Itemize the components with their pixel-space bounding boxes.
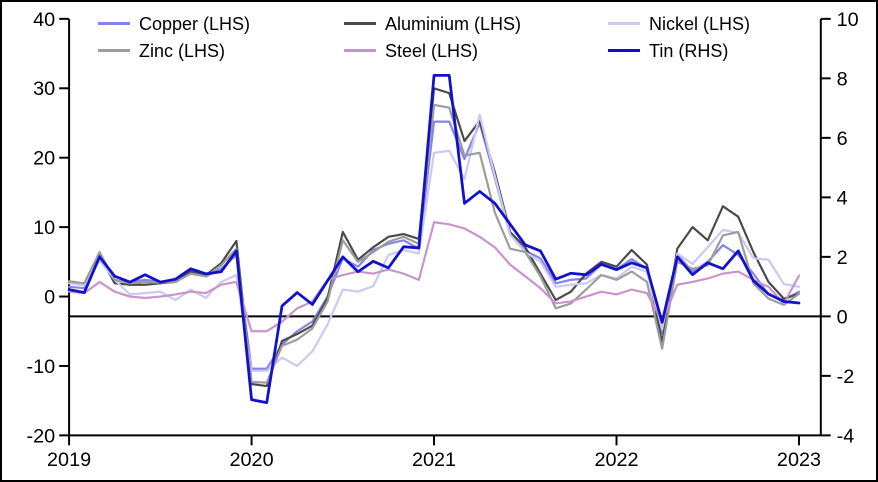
- left-axis-tick-label: 0: [44, 286, 55, 308]
- legend-swatch-nickel: [608, 22, 640, 25]
- legend-item-steel: Steel (LHS): [344, 42, 608, 60]
- legend-label-tin: Tin (RHS): [649, 40, 729, 61]
- left-axis-tick-label: 10: [33, 217, 55, 239]
- legend-item-copper: Copper (LHS): [98, 15, 344, 33]
- series-line-zinc: [68, 103, 801, 384]
- legend-label-zinc: Zinc (LHS): [139, 40, 226, 61]
- x-axis-tick-label: 2023: [777, 449, 821, 471]
- legend-label-aluminium: Aluminium (LHS): [385, 13, 522, 34]
- legend-item-aluminium: Aluminium (LHS): [344, 15, 608, 33]
- left-axis-tick-label: -10: [27, 356, 56, 378]
- series-line-steel: [68, 221, 801, 333]
- right-axis-tick-label: 2: [837, 247, 848, 269]
- legend-swatch-tin: [608, 49, 640, 52]
- series-line-nickel: [68, 113, 801, 372]
- right-axis-tick-label: 0: [837, 306, 848, 328]
- right-axis-tick-label: 4: [837, 187, 848, 209]
- left-axis-tick-label: 30: [33, 78, 55, 100]
- series-line-tin: [67, 73, 801, 405]
- right-axis-tick-label: -2: [837, 366, 855, 388]
- left-axis-tick-label: 40: [33, 9, 55, 31]
- legend-swatch-copper: [98, 22, 130, 25]
- right-axis-tick-label: 8: [837, 68, 848, 90]
- x-axis-tick-label: 2020: [230, 449, 274, 471]
- right-axis-tick-label: 10: [837, 9, 859, 31]
- left-axis-tick-label: 20: [33, 148, 55, 170]
- legend-swatch-steel: [344, 49, 376, 52]
- series-line-aluminium: [68, 87, 801, 388]
- right-axis-tick-label: -4: [837, 425, 855, 447]
- legend-item-nickel: Nickel (LHS): [608, 15, 750, 33]
- legend-label-steel: Steel (LHS): [385, 40, 479, 61]
- x-axis-tick-label: 2019: [47, 449, 91, 471]
- legend-item-tin: Tin (RHS): [608, 42, 750, 60]
- legend-label-nickel: Nickel (LHS): [649, 13, 751, 34]
- legend-label-copper: Copper (LHS): [139, 13, 251, 34]
- legend-item-zinc: Zinc (LHS): [98, 42, 344, 60]
- legend-swatch-zinc: [98, 49, 130, 52]
- legend: Copper (LHS) Aluminium (LHS) Nickel (LHS…: [98, 10, 750, 64]
- x-axis-tick-label: 2022: [594, 449, 638, 471]
- right-axis-tick-label: 6: [837, 128, 848, 150]
- left-axis-tick-label: -20: [27, 425, 56, 447]
- x-axis-tick-label: 2021: [412, 449, 456, 471]
- legend-swatch-aluminium: [344, 22, 376, 25]
